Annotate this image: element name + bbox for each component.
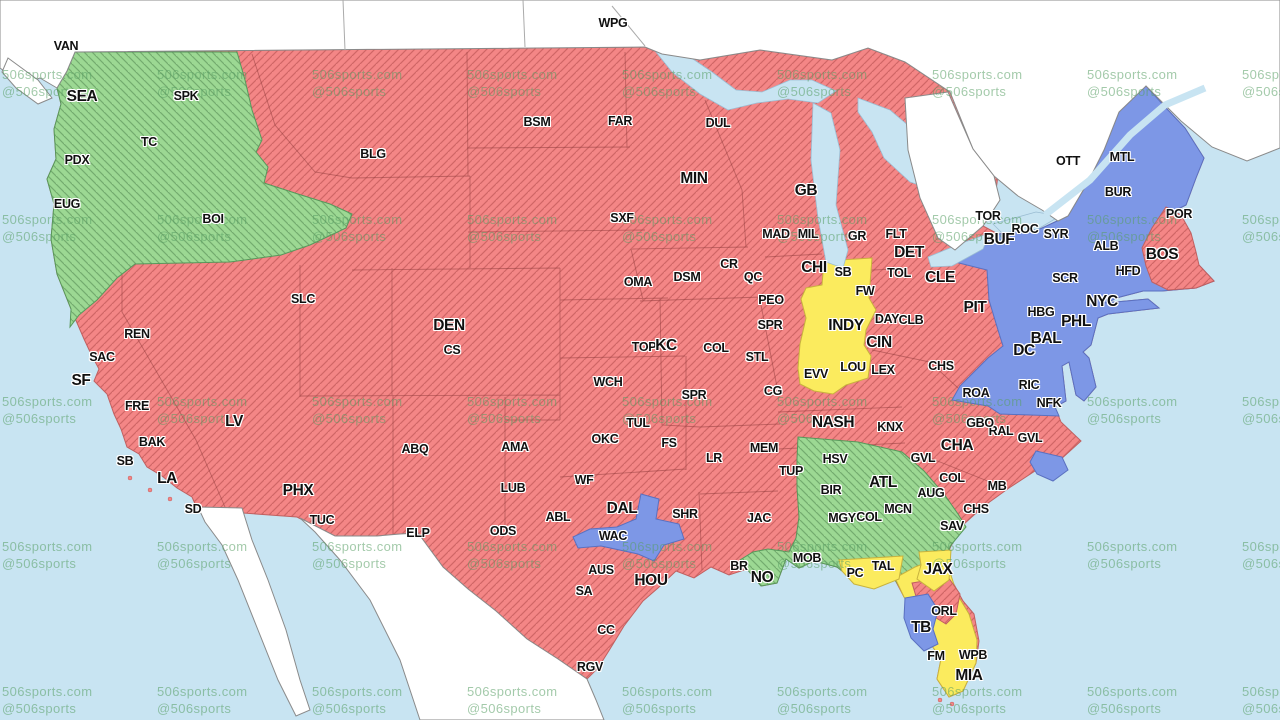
region-yellow-jacksonville — [916, 549, 952, 592]
region-yellow-indiana — [797, 257, 877, 395]
region-green-south — [739, 436, 967, 596]
lake-superior — [650, 46, 837, 111]
lake-ontario — [992, 211, 1062, 234]
st-lawrence-river — [1042, 84, 1207, 218]
canada-ontario-peninsula — [904, 91, 1001, 251]
vancouver-island — [1, 57, 53, 105]
islands — [127, 475, 955, 707]
region-yellow-panhandle — [838, 555, 904, 590]
great-lakes — [650, 46, 1062, 269]
region-blue-waco — [572, 493, 685, 562]
canada-province-borders — [342, 0, 646, 51]
region-red-boston — [1141, 206, 1215, 291]
lake-michigan — [810, 102, 849, 269]
region-blue-coastal-nc — [1029, 450, 1069, 482]
region-green-northwest — [46, 51, 353, 329]
baja-peninsula — [197, 506, 311, 717]
region-blue-tampa — [903, 593, 939, 652]
mexico-mainland — [299, 517, 605, 720]
